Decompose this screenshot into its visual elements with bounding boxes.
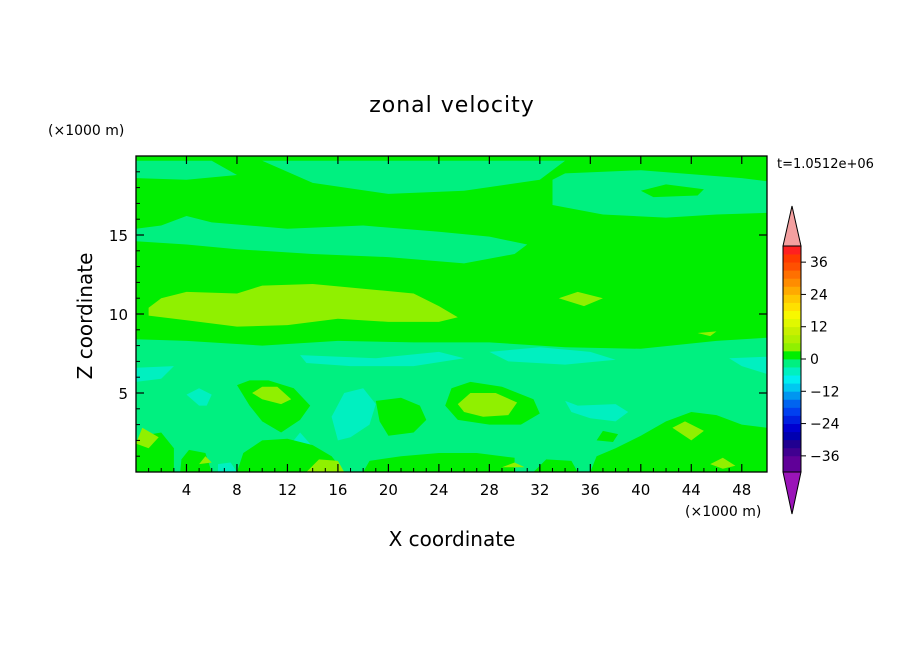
y-tick-label: 10 (109, 306, 128, 324)
contour-region-33 (672, 421, 704, 441)
contour-region-14 (186, 388, 212, 406)
x-tick-label: 36 (581, 481, 600, 499)
contour-region-23 (375, 397, 427, 436)
contour-region-34 (710, 457, 736, 469)
contour-region-5 (136, 216, 528, 264)
colorbar-swatch (783, 294, 801, 303)
time-label: t=1.0512e+06 (777, 157, 874, 172)
contour-region-35 (199, 456, 212, 465)
colorbar-swatch (783, 278, 801, 287)
colorbar-swatch (783, 407, 801, 416)
colorbar-arrow-top (782, 205, 802, 247)
colorbar: 36 24 12 0 −12 −24 −36 (782, 205, 840, 515)
colorbar-swatch (783, 286, 801, 295)
x-tick-label: 8 (232, 481, 242, 499)
x-axis-label: X coordinate (389, 527, 516, 551)
x-tick-label: 20 (379, 481, 398, 499)
contour-region-26 (533, 459, 578, 472)
y-axis-ticks: 5 10 15 (109, 171, 767, 457)
x-axis-ticks: 4 8 12 16 20 24 28 32 36 40 44 48 (148, 156, 751, 499)
x-tick-label: 32 (530, 481, 549, 499)
colorbar-arrow-bottom (782, 471, 802, 515)
colorbar-swatch (783, 318, 801, 328)
colorbar-swatch (783, 439, 801, 449)
contour-region-18 (218, 462, 237, 472)
colorbar-swatch (783, 455, 801, 465)
colorbar-tick-label: 0 (810, 352, 819, 368)
colorbar-swatch (783, 246, 801, 255)
contour-region-13 (136, 366, 174, 382)
contour-region-7 (558, 291, 603, 307)
colorbar-tick-label: 12 (810, 320, 828, 336)
colorbar-swatch (783, 447, 801, 457)
colorbar-swatch (783, 423, 801, 433)
colorbar-swatch (783, 350, 801, 360)
y-tick-label: 5 (118, 385, 128, 403)
colorbar-tick-label: 36 (810, 255, 828, 271)
contour-region-29 (136, 427, 159, 449)
contour-region-16 (565, 400, 629, 422)
y-tick-label: 15 (109, 227, 128, 245)
contour-region-20 (180, 449, 212, 472)
colorbar-tick-label: −36 (810, 449, 840, 465)
contour-region-8 (697, 331, 717, 337)
colorbar-swatch (783, 359, 801, 368)
colorbar-tick-label: 24 (810, 287, 828, 303)
contour-field (136, 156, 767, 472)
x-tick-label: 28 (480, 481, 499, 499)
contour-region-32 (457, 393, 518, 417)
contour-region-31 (306, 459, 345, 472)
colorbar-swatch (783, 334, 801, 344)
colorbar-swatch (783, 270, 801, 279)
x-tick-label: 12 (278, 481, 297, 499)
x-tick-label: 44 (682, 481, 701, 499)
colorbar-swatch (783, 415, 801, 424)
colorbar-swatch (783, 326, 801, 336)
colorbar-swatch (783, 431, 801, 441)
colorbar-swatch (783, 302, 801, 311)
contour-region-2 (262, 160, 566, 194)
colorbar-swatch (783, 463, 801, 473)
colorbar-swatch (783, 391, 801, 400)
contour-region-1 (136, 160, 237, 180)
colorbar-tick-label: −12 (810, 384, 840, 400)
contour-region-10 (300, 351, 465, 367)
contour-region-11 (489, 347, 616, 365)
contour-region-6 (148, 284, 458, 327)
contour-region-15 (331, 388, 376, 441)
colorbar-swatch (783, 262, 801, 271)
contour-region-25 (363, 453, 515, 472)
contour-region-27 (590, 412, 767, 472)
colorbar-swatch (783, 367, 801, 376)
colorbar-swatch (783, 399, 801, 408)
colorbar-swatch (783, 342, 801, 352)
x-unit-label: (×1000 m) (685, 504, 761, 520)
contour-region-28 (596, 430, 619, 442)
y-axis-label: Z coordinate (73, 253, 97, 380)
x-tick-label: 40 (631, 481, 650, 499)
colorbar-swatch (783, 383, 801, 392)
contour-region-12 (729, 356, 767, 374)
x-tick-label: 48 (732, 481, 751, 499)
x-tick-label: 4 (182, 481, 192, 499)
contour-region-30 (252, 386, 292, 405)
colorbar-swatch (783, 310, 801, 320)
contour-region-36 (502, 462, 525, 468)
x-tick-label: 24 (429, 481, 448, 499)
colorbar-swatch (783, 254, 801, 263)
contour-region-4 (640, 184, 704, 198)
colorbar-tick-label: −24 (810, 417, 840, 433)
y-unit-label: (×1000 m) (48, 123, 124, 139)
x-tick-label: 16 (328, 481, 347, 499)
chart-title: zonal velocity (369, 93, 535, 118)
colorbar-swatch (783, 375, 801, 384)
